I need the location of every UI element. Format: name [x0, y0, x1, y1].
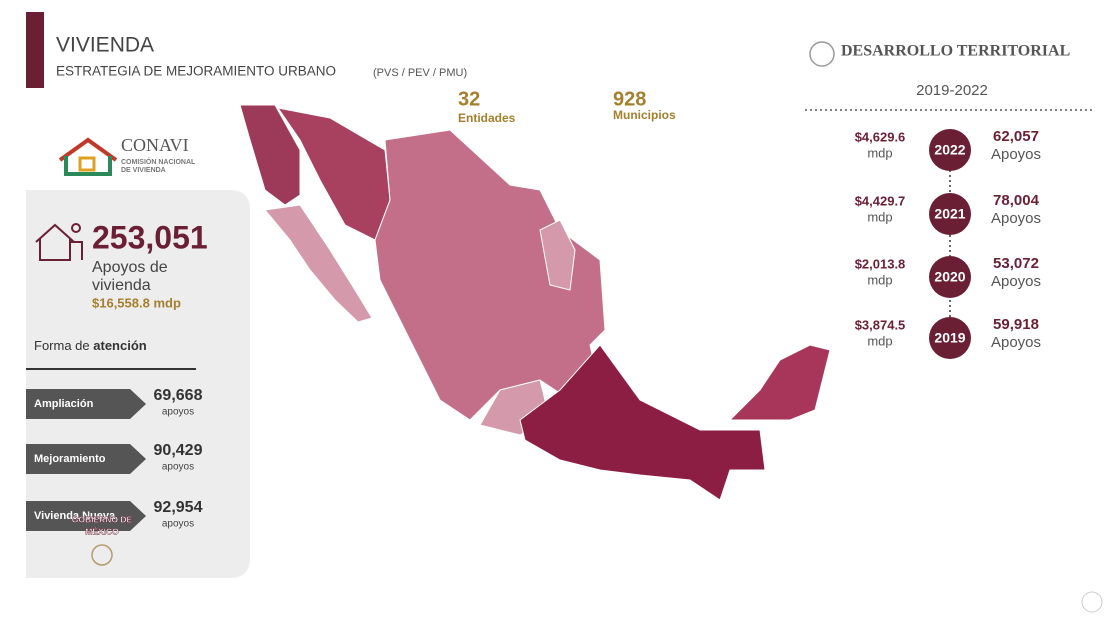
amount-unit: mdp	[867, 145, 892, 160]
coverage-label: Municipios	[613, 108, 676, 122]
coverage-label: Entidades	[458, 111, 516, 125]
year-badge	[929, 256, 971, 298]
category-label: Mejoramiento	[34, 453, 106, 465]
subtitle: ESTRATEGIA DE MEJORAMIENTO URBANO	[56, 64, 336, 79]
breakdown-title-bold: atención	[93, 338, 147, 353]
year: 2019	[934, 330, 965, 346]
conavi-logo	[58, 137, 118, 176]
count: 62,057	[993, 128, 1039, 145]
map	[239, 104, 831, 501]
agency-full-name: DE VIVIENDA	[121, 167, 166, 174]
amount: $4,629.6	[855, 129, 906, 144]
agency-full-name: COMISIÓN NACIONAL	[121, 157, 196, 166]
year: 2020	[934, 269, 965, 285]
amount-unit: mdp	[867, 333, 892, 348]
government-name: MÉXICO	[85, 526, 119, 536]
category-value: 90,429	[154, 442, 203, 459]
amount: $4,429.7	[855, 193, 906, 208]
breakdown-rows: Ampliación 69,668 apoyos Mejoramiento 90,429…	[26, 387, 203, 531]
amount: $2,013.8	[855, 256, 906, 271]
year-badge	[929, 193, 971, 235]
corner-logo	[1081, 591, 1103, 613]
government-name: GOBIERNO DE	[72, 514, 133, 524]
coverage-value: 928	[613, 88, 646, 110]
amount-unit: mdp	[867, 209, 892, 224]
amount-unit: mdp	[867, 272, 892, 287]
amount: $3,874.5	[855, 317, 906, 332]
category-unit: apoyos	[162, 519, 194, 530]
count-unit: Apoyos	[991, 273, 1041, 290]
count-unit: Apoyos	[991, 210, 1041, 227]
count: 59,918	[993, 316, 1039, 333]
category-unit: apoyos	[162, 407, 194, 418]
accent-bar	[26, 12, 44, 88]
category-arrow	[26, 389, 146, 419]
gov-logo: GOBIERNO DE MÉXICO	[72, 514, 133, 566]
category-arrow	[26, 501, 146, 531]
summary-label: vivienda	[92, 277, 151, 294]
year-badge	[929, 129, 971, 171]
summary-panel	[26, 190, 250, 578]
house-icon	[35, 223, 83, 261]
count: 78,004	[993, 192, 1040, 209]
year: 2021	[934, 206, 965, 222]
agency-name: CONAVI	[121, 135, 189, 155]
category-value: 69,668	[154, 387, 203, 404]
summary-label: Apoyos de	[92, 259, 168, 276]
category-arrow	[26, 444, 146, 474]
period: 2019-2022	[916, 82, 988, 99]
breakdown-title: Forma de atención	[34, 338, 147, 353]
count-unit: Apoyos	[991, 334, 1041, 351]
coverage-value: 32	[458, 88, 480, 110]
seal	[809, 41, 835, 67]
summary-total: 253,051	[92, 219, 208, 255]
subtitle-note: (PVS / PEV / PMU)	[373, 67, 467, 79]
category-unit: apoyos	[162, 462, 194, 473]
year: 2022	[934, 142, 965, 158]
summary-amount: $16,558.8 mdp	[92, 295, 181, 310]
category-label: Ampliación	[34, 398, 94, 410]
brand-name: DESARROLLO TERRITORIAL	[841, 43, 1070, 60]
category-value: 92,954	[154, 499, 203, 516]
title: VIVIENDA	[56, 34, 154, 57]
year-badge	[929, 317, 971, 359]
count: 53,072	[993, 255, 1039, 272]
count-unit: Apoyos	[991, 146, 1041, 163]
breakdown-title-prefix: Forma de	[34, 338, 90, 353]
category-label: Vivienda Nueva	[34, 510, 116, 522]
